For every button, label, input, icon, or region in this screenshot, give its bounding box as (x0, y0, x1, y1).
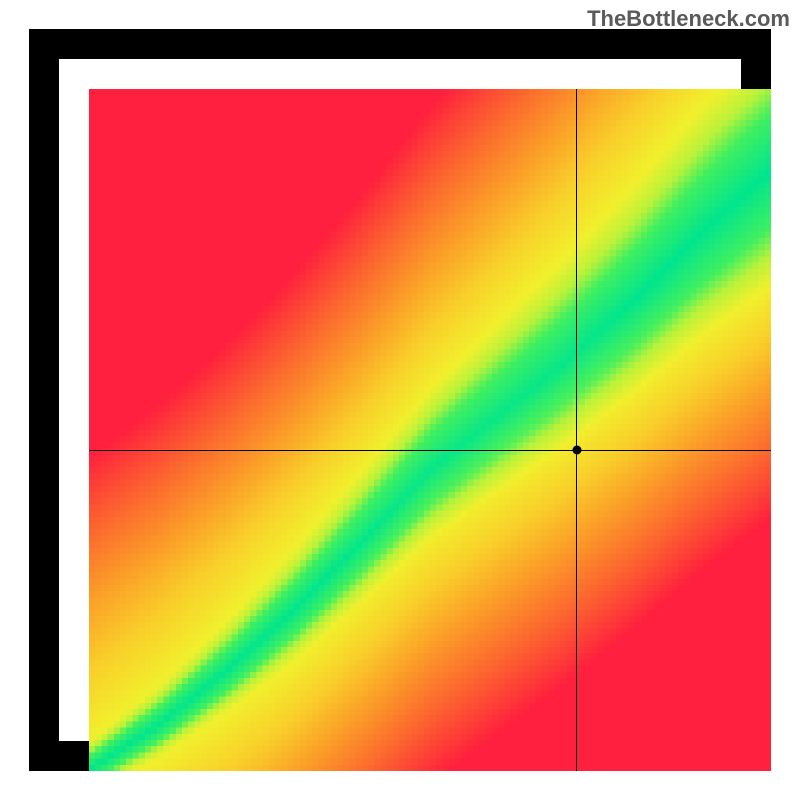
crosshair-vertical (576, 89, 577, 771)
crosshair-marker-dot (572, 446, 581, 455)
watermark-text: TheBottleneck.com (587, 6, 790, 32)
bottleneck-heatmap-chart: TheBottleneck.com (0, 0, 800, 800)
heatmap-plot-area (29, 29, 771, 771)
crosshair-horizontal (89, 450, 771, 451)
heatmap-canvas (89, 89, 771, 771)
